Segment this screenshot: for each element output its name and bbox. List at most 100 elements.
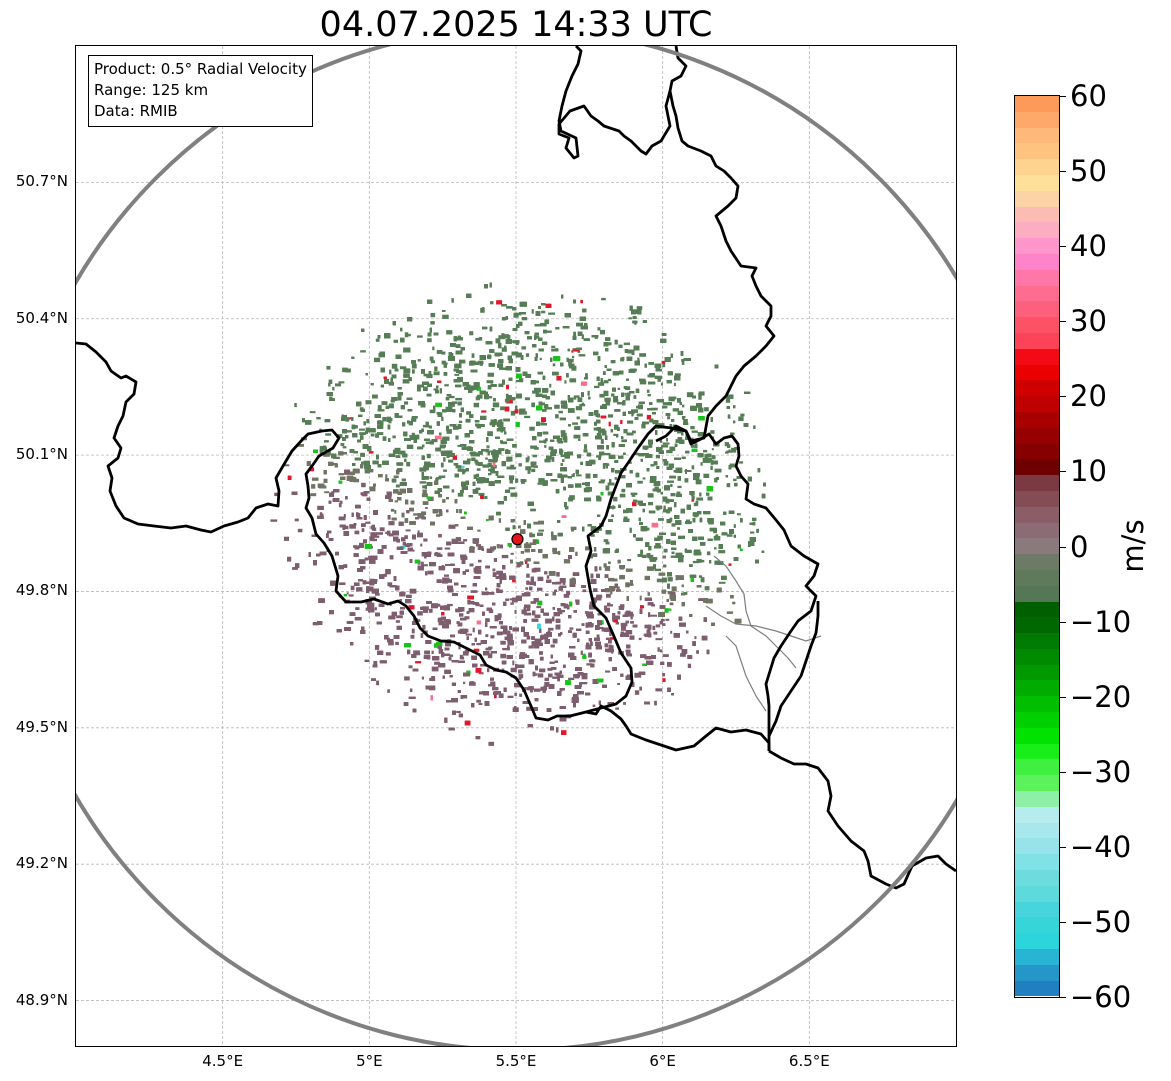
- velocity-echo-pixel: [408, 665, 413, 669]
- velocity-echo-pixel: [494, 694, 497, 699]
- velocity-echo-pixel: [600, 479, 606, 482]
- velocity-echo-pixel: [544, 458, 551, 463]
- velocity-echo-pixel: [323, 478, 328, 483]
- velocity-echo-pixel: [406, 543, 413, 547]
- velocity-echo-pixel: [470, 590, 478, 593]
- velocity-echo-pixel: [363, 539, 367, 544]
- velocity-echo-pixel: [475, 473, 480, 478]
- velocity-echo-pixel: [547, 667, 553, 671]
- velocity-echo-pixel: [425, 507, 428, 509]
- velocity-echo-pixel: [652, 420, 659, 425]
- velocity-echo-pixel: [525, 353, 530, 357]
- velocity-echo-pixel: [599, 393, 605, 398]
- velocity-echo-pixel: [726, 611, 734, 614]
- map-title: 04.07.2025 14:33 UTC: [319, 5, 713, 45]
- velocity-echo-pixel: [382, 417, 387, 422]
- velocity-echo-pixel: [354, 617, 362, 621]
- velocity-echo-pixel: [623, 429, 628, 434]
- velocity-echo-pixel: [408, 333, 411, 337]
- velocity-echo-pixel: [620, 622, 628, 627]
- velocity-echo-pixel: [385, 531, 389, 534]
- velocity-echo-pixel: [625, 650, 631, 656]
- velocity-echo-pixel: [563, 404, 568, 409]
- velocity-echo-pixel: [559, 578, 566, 583]
- velocity-echo-pixel: [496, 300, 503, 305]
- velocity-echo-pixel: [496, 570, 503, 575]
- velocity-echo-pixel: [711, 448, 714, 451]
- velocity-echo-pixel: [431, 439, 438, 443]
- velocity-echo-pixel: [486, 445, 490, 448]
- velocity-echo-pixel: [368, 451, 374, 454]
- velocity-echo-pixel: [475, 603, 480, 607]
- velocity-echo-pixel: [501, 631, 508, 635]
- velocity-echo-pixel: [560, 432, 567, 438]
- velocity-echo-pixel: [311, 484, 316, 489]
- velocity-echo-pixel: [451, 298, 454, 303]
- velocity-echo-pixel: [485, 457, 488, 460]
- velocity-echo-pixel: [343, 531, 350, 536]
- velocity-echo-pixel: [655, 543, 661, 546]
- velocity-echo-pixel: [639, 378, 646, 382]
- velocity-echo-pixel: [396, 462, 404, 466]
- velocity-echo-pixel: [525, 587, 529, 590]
- velocity-echo-pixel: [379, 527, 385, 532]
- velocity-echo-pixel: [377, 432, 384, 435]
- velocity-echo-pixel: [481, 591, 489, 596]
- velocity-echo-pixel: [463, 539, 468, 542]
- velocity-echo-pixel: [498, 383, 504, 387]
- velocity-echo-pixel: [506, 456, 513, 462]
- velocity-echo-pixel: [649, 557, 657, 562]
- velocity-echo-pixel: [510, 602, 514, 605]
- velocity-echo-pixel: [405, 529, 411, 532]
- velocity-echo-pixel: [440, 462, 444, 468]
- velocity-echo-pixel: [521, 609, 527, 615]
- velocity-echo-pixel: [507, 695, 514, 698]
- velocity-echo-pixel: [696, 585, 702, 588]
- velocity-echo-pixel: [457, 492, 464, 497]
- velocity-echo-pixel: [388, 381, 394, 386]
- velocity-echo-pixel: [406, 461, 411, 467]
- radar-map[interactable]: [75, 45, 957, 1047]
- velocity-echo-pixel: [475, 566, 482, 570]
- velocity-echo-pixel: [433, 371, 440, 376]
- velocity-echo-pixel: [338, 503, 342, 508]
- velocity-echo-pixel: [473, 474, 477, 479]
- velocity-echo-pixel: [324, 491, 330, 494]
- velocity-echo-pixel: [648, 612, 651, 618]
- velocity-echo-pixel: [359, 542, 364, 547]
- velocity-echo-pixel: [573, 395, 577, 400]
- velocity-echo-pixel: [385, 652, 391, 656]
- velocity-echo-pixel: [560, 474, 568, 478]
- velocity-echo-pixel: [660, 382, 663, 386]
- velocity-echo-pixel: [460, 407, 464, 413]
- velocity-echo-pixel: [631, 682, 635, 687]
- velocity-echo-pixel: [404, 676, 410, 681]
- velocity-echo-pixel: [501, 554, 509, 559]
- velocity-echo-pixel: [678, 616, 683, 621]
- velocity-echo-pixel: [648, 362, 654, 365]
- velocity-echo-pixel: [361, 482, 366, 488]
- velocity-echo-pixel: [481, 449, 486, 452]
- velocity-echo-pixel: [575, 469, 579, 475]
- velocity-echo-pixel: [602, 371, 606, 375]
- velocity-echo-pixel: [538, 529, 544, 532]
- velocity-echo-pixel: [638, 637, 642, 641]
- velocity-echo-pixel: [531, 402, 535, 408]
- velocity-echo-pixel: [673, 382, 676, 387]
- velocity-echo-pixel: [524, 411, 527, 415]
- velocity-echo-pixel: [423, 538, 428, 542]
- velocity-echo-pixel: [331, 463, 338, 466]
- velocity-echo-pixel: [580, 299, 583, 304]
- velocity-echo-pixel: [663, 548, 668, 553]
- velocity-echo-pixel: [525, 466, 532, 471]
- velocity-echo-pixel: [350, 585, 355, 591]
- velocity-echo-pixel: [438, 565, 446, 571]
- velocity-echo-pixel: [726, 483, 731, 488]
- velocity-echo-pixel: [499, 613, 502, 618]
- velocity-echo-pixel: [434, 490, 441, 494]
- gridlines: [76, 46, 956, 1046]
- velocity-echo-pixel: [649, 556, 652, 560]
- velocity-echo-pixel: [669, 602, 674, 606]
- velocity-echo-pixel: [515, 453, 522, 458]
- velocity-echo-pixel: [600, 438, 604, 444]
